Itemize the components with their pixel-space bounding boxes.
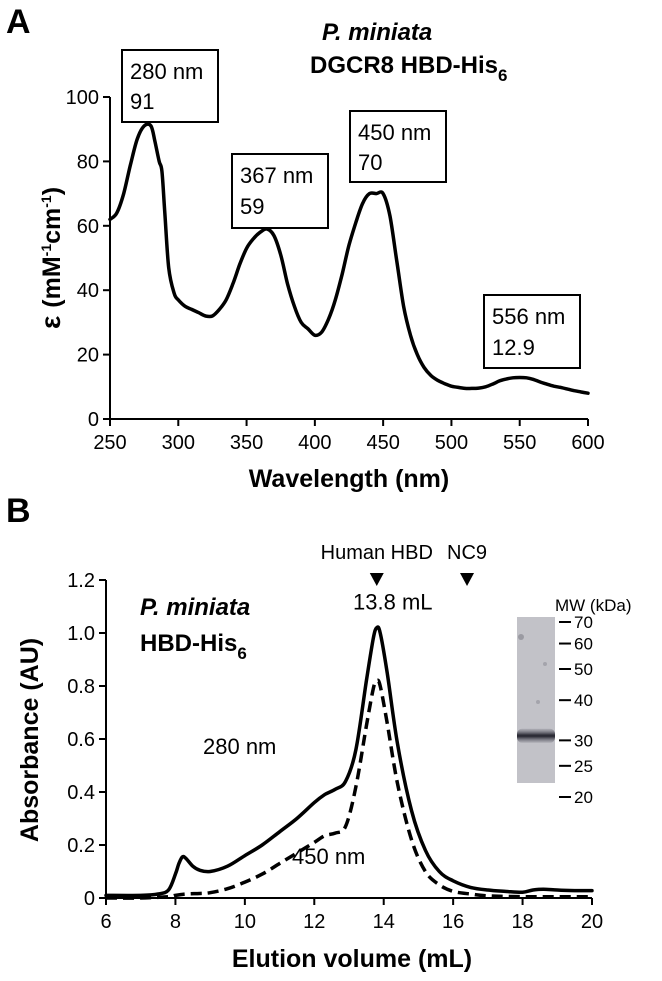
panel-b-label-450nm: 450 nm bbox=[292, 844, 365, 869]
gel-ladder: 70 60 50 40 30 25 20 bbox=[559, 613, 593, 807]
panel-b-x-tick-label: 14 bbox=[373, 911, 395, 933]
panel-b-x-tick-label: 18 bbox=[511, 911, 533, 933]
panel-a-x-ticks: 250 300 350 400 450 500 550 600 bbox=[93, 419, 605, 454]
gel-speck bbox=[518, 634, 524, 640]
panel-a-species-label: P. miniata bbox=[322, 19, 432, 46]
panel-b-x-tick-label: 6 bbox=[100, 911, 111, 933]
gel-mw-title: MW (kDa) bbox=[555, 596, 631, 615]
panel-b-y-tick-label: 0 bbox=[84, 888, 95, 910]
panel-b-y-tick-label: 0.4 bbox=[67, 782, 95, 804]
panel-b-label-280nm: 280 nm bbox=[203, 734, 276, 759]
panel-b-reference-markers: Human HBD NC9 bbox=[321, 542, 487, 586]
callout-367: 367 nm 59 bbox=[231, 153, 329, 229]
panel-b-species-label: P. miniata bbox=[140, 594, 250, 621]
panel-b-letter: B bbox=[6, 492, 31, 530]
gel-speck bbox=[543, 662, 547, 666]
panel-a-x-tick-label: 350 bbox=[230, 432, 263, 454]
panel-b-x-axis-title: Elution volume (mL) bbox=[232, 945, 472, 973]
marker-triangle-icon bbox=[369, 573, 384, 586]
panel-b-y-tick-label: 1.2 bbox=[67, 570, 95, 592]
gel-ladder-label: 30 bbox=[574, 731, 593, 750]
callout-556: 556 nm 12.9 bbox=[483, 294, 581, 369]
panel-a-letter: A bbox=[6, 3, 31, 41]
gel-ladder-label: 50 bbox=[574, 660, 593, 679]
gel-ladder-label: 25 bbox=[574, 757, 593, 776]
panel-a-y-tick-label: 60 bbox=[77, 216, 99, 238]
gel-ladder-label: 20 bbox=[574, 788, 593, 807]
panel-b-x-tick-label: 10 bbox=[234, 911, 256, 933]
panel-a-y-tick-label: 40 bbox=[77, 280, 99, 302]
panel-b-x-tick-label: 16 bbox=[442, 911, 464, 933]
callout-280-value: 91 bbox=[130, 89, 154, 114]
panel-b-trace-280nm bbox=[104, 625, 594, 898]
panel-a-absorbance-spectrum bbox=[108, 122, 590, 395]
marker-triangle-icon bbox=[460, 573, 475, 586]
panel-b-construct-label: HBD-His6 bbox=[140, 630, 247, 663]
gel-speck bbox=[536, 700, 540, 704]
marker-label: NC9 bbox=[447, 542, 487, 564]
callout-556-wavelength: 556 nm bbox=[492, 304, 565, 329]
panel-b-y-axis-title: Absorbance (AU) bbox=[16, 638, 44, 842]
callout-450-wavelength: 450 nm bbox=[358, 120, 431, 145]
panel-a-construct-label: DGCR8 HBD-His6 bbox=[310, 52, 507, 85]
panel-b-y-tick-label: 1.0 bbox=[67, 623, 95, 645]
panel-b-x-tick-label: 20 bbox=[581, 911, 603, 933]
panel-a-y-axis-title: ε(mM-1cm-1) bbox=[35, 187, 66, 329]
panel-b-y-tick-label: 0.2 bbox=[67, 835, 95, 857]
gel-protein-band bbox=[517, 728, 555, 743]
panel-b-x-ticks: 6 8 10 12 14 16 18 20 bbox=[100, 898, 603, 933]
panel-a-x-tick-label: 550 bbox=[503, 432, 536, 454]
callout-556-box bbox=[483, 294, 581, 369]
panel-a-x-tick-label: 250 bbox=[93, 432, 126, 454]
panel-a-y-tick-label: 100 bbox=[66, 87, 99, 109]
panel-b-trace-450nm bbox=[105, 678, 592, 900]
panel-a-y-tick-label: 20 bbox=[77, 345, 99, 367]
callout-367-box bbox=[231, 153, 329, 229]
panel-b-y-tick-label: 0.8 bbox=[67, 676, 95, 698]
panel-a-x-axis-title: Wavelength (nm) bbox=[249, 465, 449, 493]
callout-450-value: 70 bbox=[358, 150, 382, 175]
callout-450: 450 nm 70 bbox=[349, 110, 447, 183]
callout-280-wavelength: 280 nm bbox=[130, 59, 203, 84]
panel-a-y-tick-label: 0 bbox=[88, 409, 99, 431]
panel-b: B P. miniata HBD-His6 Human HBD NC9 13.8 … bbox=[6, 492, 631, 973]
panel-a-x-tick-label: 500 bbox=[435, 432, 468, 454]
panel-a-x-tick-label: 600 bbox=[571, 432, 604, 454]
panel-a: A P. miniata DGCR8 HBD-His6 250 300 350 400… bbox=[6, 3, 605, 493]
panel-a-x-tick-label: 400 bbox=[298, 432, 331, 454]
callout-367-value: 59 bbox=[240, 194, 264, 219]
panel-a-x-tick-label: 300 bbox=[162, 432, 195, 454]
callout-367-wavelength: 367 nm bbox=[240, 163, 313, 188]
panel-a-y-tick-label: 80 bbox=[77, 151, 99, 173]
panel-b-peak-label: 13.8 mL bbox=[353, 590, 433, 615]
callout-280-box bbox=[121, 49, 219, 123]
gel-ladder-label: 40 bbox=[574, 691, 593, 710]
gel-ladder-label: 60 bbox=[574, 635, 593, 654]
marker-label: Human HBD bbox=[321, 542, 433, 564]
panel-b-y-ticks: 0 0.2 0.4 0.6 0.8 1.0 1.2 bbox=[67, 570, 106, 910]
panel-a-y-ticks: 0 20 40 60 80 100 bbox=[66, 87, 110, 431]
gel-ladder-label: 70 bbox=[574, 613, 593, 632]
panel-a-x-tick-label: 450 bbox=[366, 432, 399, 454]
panel-b-x-tick-label: 12 bbox=[303, 911, 325, 933]
panel-b-x-tick-label: 8 bbox=[170, 911, 181, 933]
callout-450-box bbox=[349, 110, 447, 183]
callout-280: 280 nm 91 bbox=[121, 49, 219, 123]
sds-page-gel-inset: MW (kDa) 70 60 50 40 30 25 20 bbox=[517, 596, 631, 807]
callout-556-value: 12.9 bbox=[492, 335, 535, 360]
panel-b-y-tick-label: 0.6 bbox=[67, 729, 95, 751]
gel-lane bbox=[517, 617, 555, 783]
